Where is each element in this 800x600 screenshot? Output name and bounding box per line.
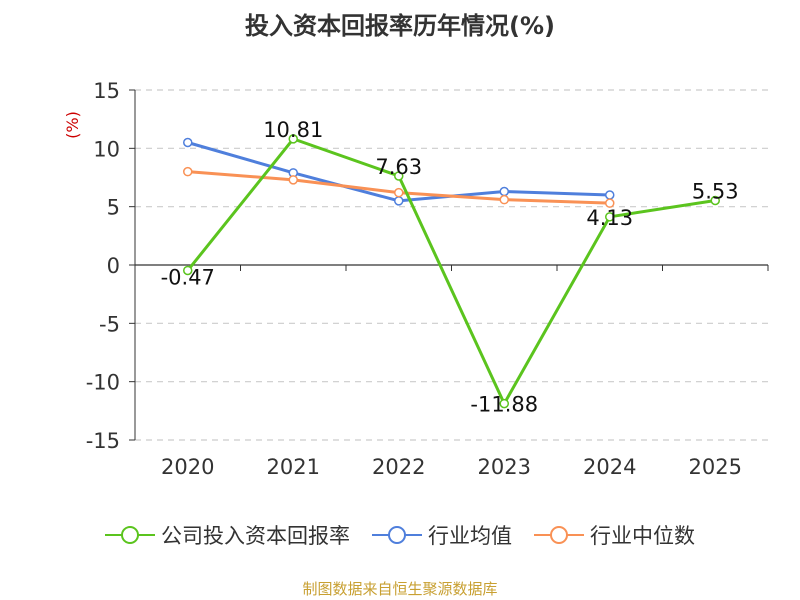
data-label: -0.47 [161,265,215,289]
series-point-2-0 [183,166,193,177]
series-point-0-5 [710,195,720,206]
x-tick-label: 2023 [478,455,531,479]
y-axis-label: (%) [63,111,82,139]
series-point-0-4 [605,212,615,222]
x-tick-label: 2022 [372,455,425,479]
x-tick-label: 2025 [689,455,742,479]
data-label: 5.53 [692,179,739,203]
legend-item-industry-mean[interactable]: 行业均值 [372,520,512,550]
series-point-1-2 [394,196,404,206]
legend-swatch-industry-median [534,526,584,544]
legend-label-industry-mean: 行业均值 [428,524,512,548]
series-point-1-4 [605,190,615,200]
y-tick-label: 0 [107,254,120,278]
series-point-0-1 [288,134,298,144]
data-label: 7.63 [375,155,422,179]
series-point-0-0 [183,265,193,276]
series-point-2-3 [499,194,509,205]
data-label: 4.13 [586,206,633,230]
legend-swatch-industry-mean [372,526,422,544]
series-point-2-4 [605,198,615,208]
data-label: -11.88 [470,393,538,417]
x-tick-label: 2020 [161,455,214,479]
source-note: 制图数据来自恒生聚源数据库 [302,580,498,598]
legend-label-company: 公司投入资本回报率 [161,524,350,548]
y-tick-label: -15 [86,429,120,453]
y-tick-label: 10 [93,137,120,161]
y-tick-label: 15 [93,79,120,103]
series-point-0-3 [499,398,509,409]
series-point-1-3 [499,186,509,197]
chart-legend: 公司投入资本回报率 行业均值 行业中位数 [0,520,800,550]
legend-label-industry-median: 行业中位数 [590,524,695,548]
legend-item-company[interactable]: 公司投入资本回报率 [105,520,350,550]
legend-item-industry-median[interactable]: 行业中位数 [534,520,695,550]
data-label: 10.81 [263,118,323,142]
y-tick-label: -10 [86,371,120,395]
series-point-2-2 [394,187,404,198]
series-point-0-2 [394,171,404,181]
chart-title: 投入资本回报率历年情况(%) [245,12,555,40]
x-tick-label: 2024 [583,455,636,479]
series-point-2-1 [288,175,298,185]
series-point-1-0 [183,137,193,148]
y-tick-label: -5 [99,312,120,336]
y-tick-label: 5 [107,196,120,220]
series-line-0 [186,137,716,407]
legend-swatch-company [105,526,155,544]
x-tick-label: 2021 [267,455,320,479]
